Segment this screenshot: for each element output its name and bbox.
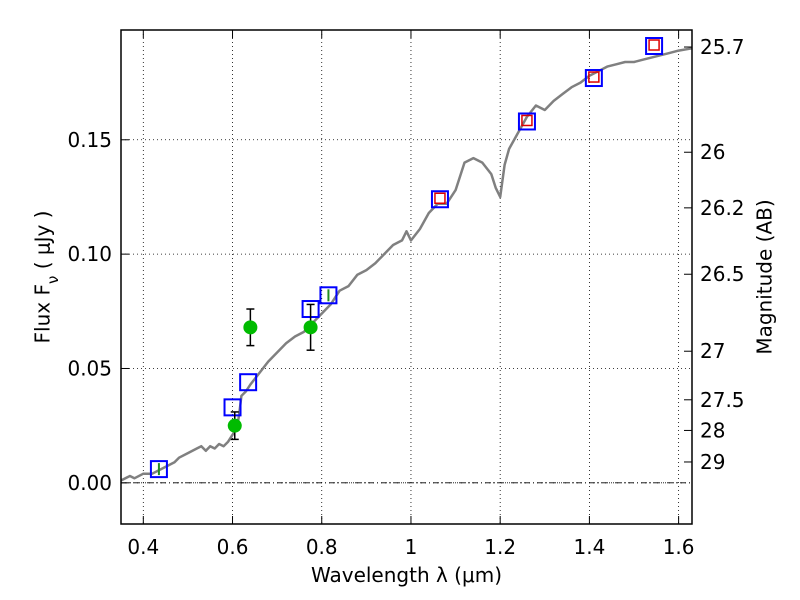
- magnitude-tick-label: 26.5: [700, 262, 745, 286]
- x-axis-title: Wavelength λ (μm): [311, 563, 502, 587]
- x-tick-label: 1.6: [663, 535, 695, 559]
- model-photometry-square: [239, 373, 258, 392]
- filter-response-marker: [434, 192, 446, 204]
- magnitude-tick-label: 26: [700, 140, 725, 164]
- filter-response-marker: [521, 114, 533, 127]
- model-photometry-square: [430, 190, 449, 209]
- observed-photometry-point: [243, 320, 258, 335]
- observed-photometry-point: [303, 320, 318, 335]
- magnitude-tick-label: 25.7: [700, 35, 745, 59]
- model-photometry-square: [645, 37, 664, 56]
- y-tick-label: 0.15: [67, 128, 112, 152]
- model-photometry-square: [319, 286, 338, 305]
- sed-template-line: [120, 47, 693, 482]
- x-tick-label: 1.4: [573, 535, 605, 559]
- filter-response-marker: [648, 39, 660, 51]
- x-tick-label: 1.2: [484, 535, 516, 559]
- y-axis-title: Flux Fν ( μJy ): [31, 211, 62, 344]
- x-tick-label: 0.6: [217, 535, 249, 559]
- x-tick-label: 0.4: [127, 535, 159, 559]
- x-tick-label: 1: [405, 535, 418, 559]
- ticks-layer: 0.4 0.6 0.8 1 1.2 1.4 1.6 0.00 0.05 0.10 0.15 25.7 2…: [67, 30, 745, 559]
- plot-frame: [120, 29, 693, 525]
- model-photometry-square: [584, 69, 603, 88]
- magnitude-tick-label: 28: [700, 418, 725, 442]
- observed-photometry-point: [227, 418, 242, 433]
- y-tick-label: 0.10: [67, 242, 112, 266]
- series-layer: [120, 37, 693, 482]
- model-photometry-square: [517, 112, 536, 131]
- magnitude-tick-label: 26.2: [700, 196, 745, 220]
- model-photometry-square: [223, 398, 242, 417]
- y-tick-label: 0.05: [67, 356, 112, 380]
- filter-response-marker: [588, 71, 600, 83]
- x-tick-label: 0.8: [306, 535, 338, 559]
- model-photometry-square: [149, 460, 168, 479]
- magnitude-tick-label: 29: [700, 450, 725, 474]
- magnitude-tick-label: 27.5: [700, 388, 745, 412]
- magnitude-tick-label: 27: [700, 339, 725, 363]
- y-tick-label: 0.00: [67, 471, 112, 495]
- magnitude-axis-title: Magnitude (AB): [753, 199, 777, 354]
